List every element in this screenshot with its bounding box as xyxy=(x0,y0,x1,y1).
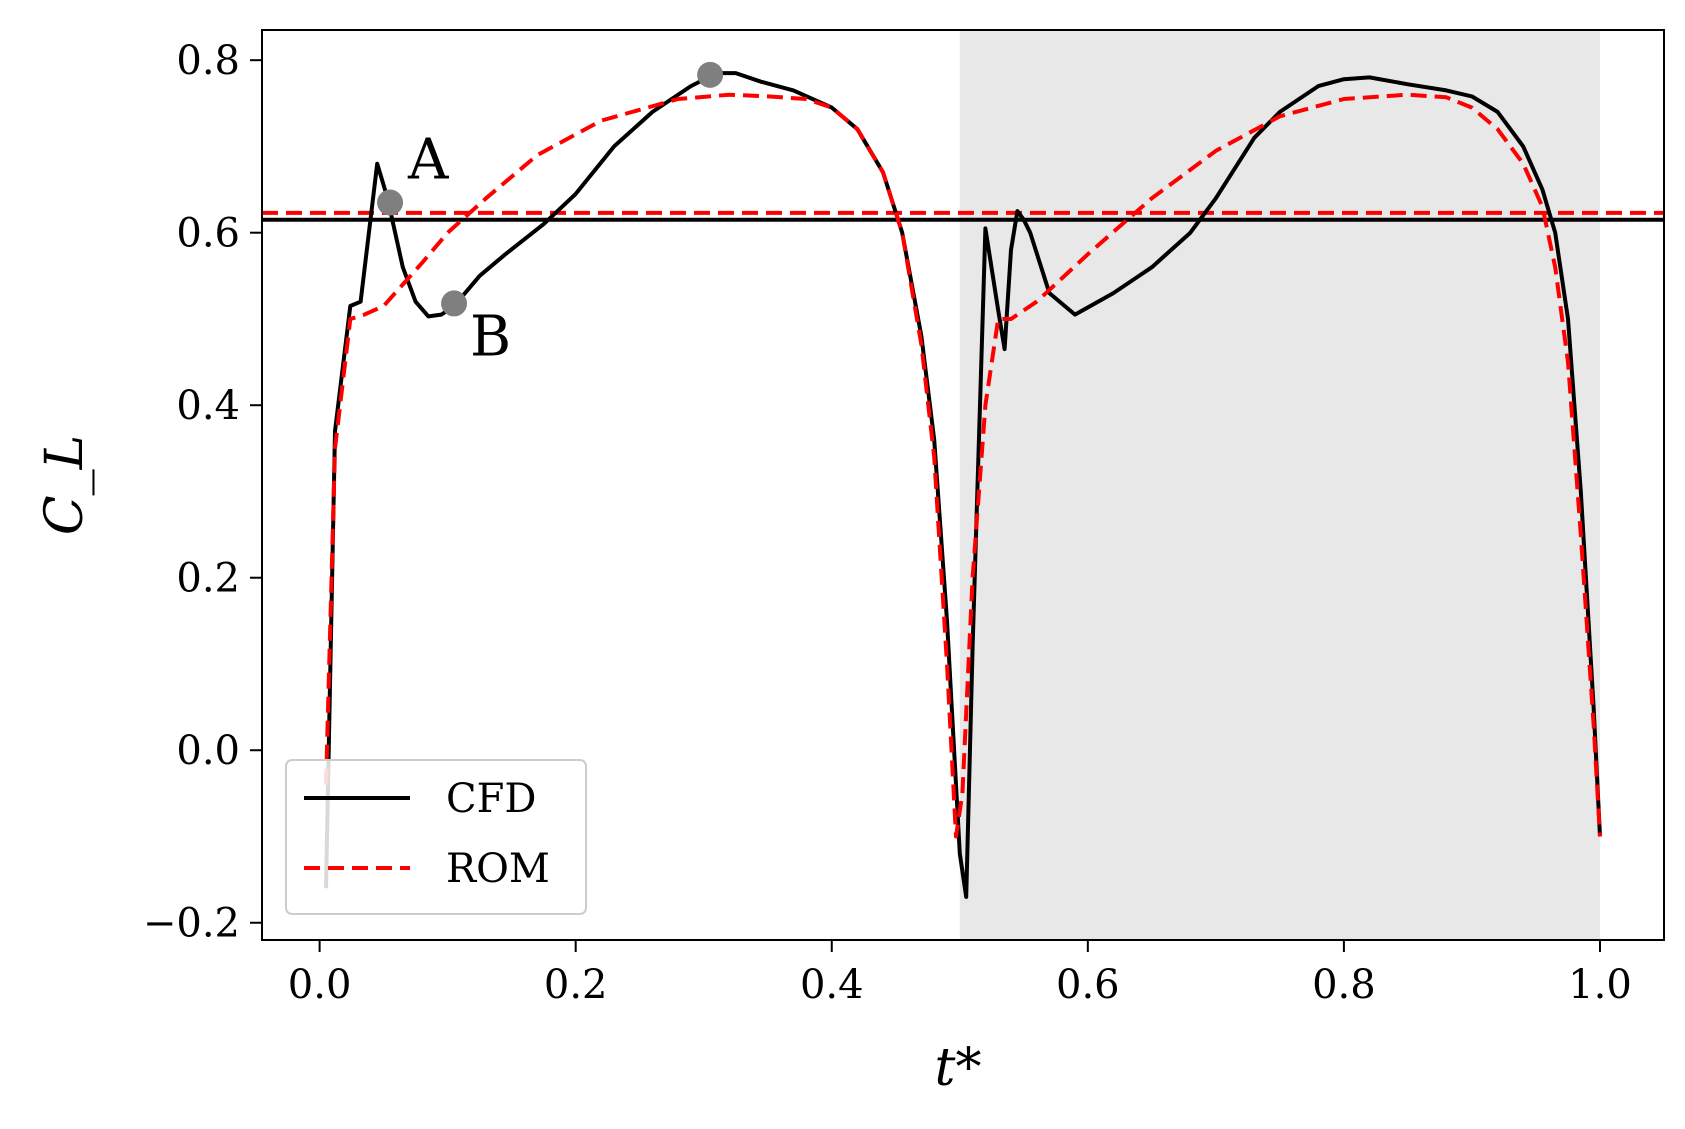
legend-cfd-label: CFD xyxy=(446,776,536,822)
y-tick-label: 0.6 xyxy=(176,211,240,257)
x-tick-label: 0.8 xyxy=(1312,962,1376,1008)
point-label-a: A xyxy=(407,128,449,193)
x-tick-label: 0.6 xyxy=(1056,962,1120,1008)
point-label-b: B xyxy=(470,304,511,369)
point-a xyxy=(377,189,404,216)
point-c xyxy=(697,61,724,88)
legend: CFD ROM xyxy=(285,759,587,915)
x-tick-label: 1.0 xyxy=(1568,962,1632,1008)
x-axis-label: t* xyxy=(935,1038,982,1098)
x-axis-ticks: 0.0 0.2 0.4 0.6 0.8 1.0 xyxy=(288,940,1632,1008)
point-label-c: C xyxy=(702,0,745,11)
y-tick-label: −0.2 xyxy=(143,901,240,947)
x-tick-label: 0.4 xyxy=(800,962,864,1008)
x-tick-label: 0.2 xyxy=(544,962,608,1008)
series-line-rom xyxy=(324,92,1602,839)
y-axis-label: C_L xyxy=(35,435,95,535)
plot-area xyxy=(959,30,1600,940)
point-b xyxy=(441,290,468,317)
legend-rom-label: ROM xyxy=(446,846,550,892)
x-tick-label: 0.0 xyxy=(288,962,352,1008)
mean-lines xyxy=(262,210,1664,222)
highlight-points: A B C xyxy=(377,0,745,369)
y-axis-ticks: −0.2 0.0 0.2 0.4 0.6 0.8 xyxy=(143,38,262,947)
y-tick-label: 0.2 xyxy=(176,556,240,602)
y-tick-label: 0.0 xyxy=(176,728,240,774)
shaded-region xyxy=(959,30,1600,940)
axes-frame xyxy=(261,29,1665,941)
y-tick-label: 0.8 xyxy=(176,38,240,84)
y-tick-label: 0.4 xyxy=(176,383,240,429)
